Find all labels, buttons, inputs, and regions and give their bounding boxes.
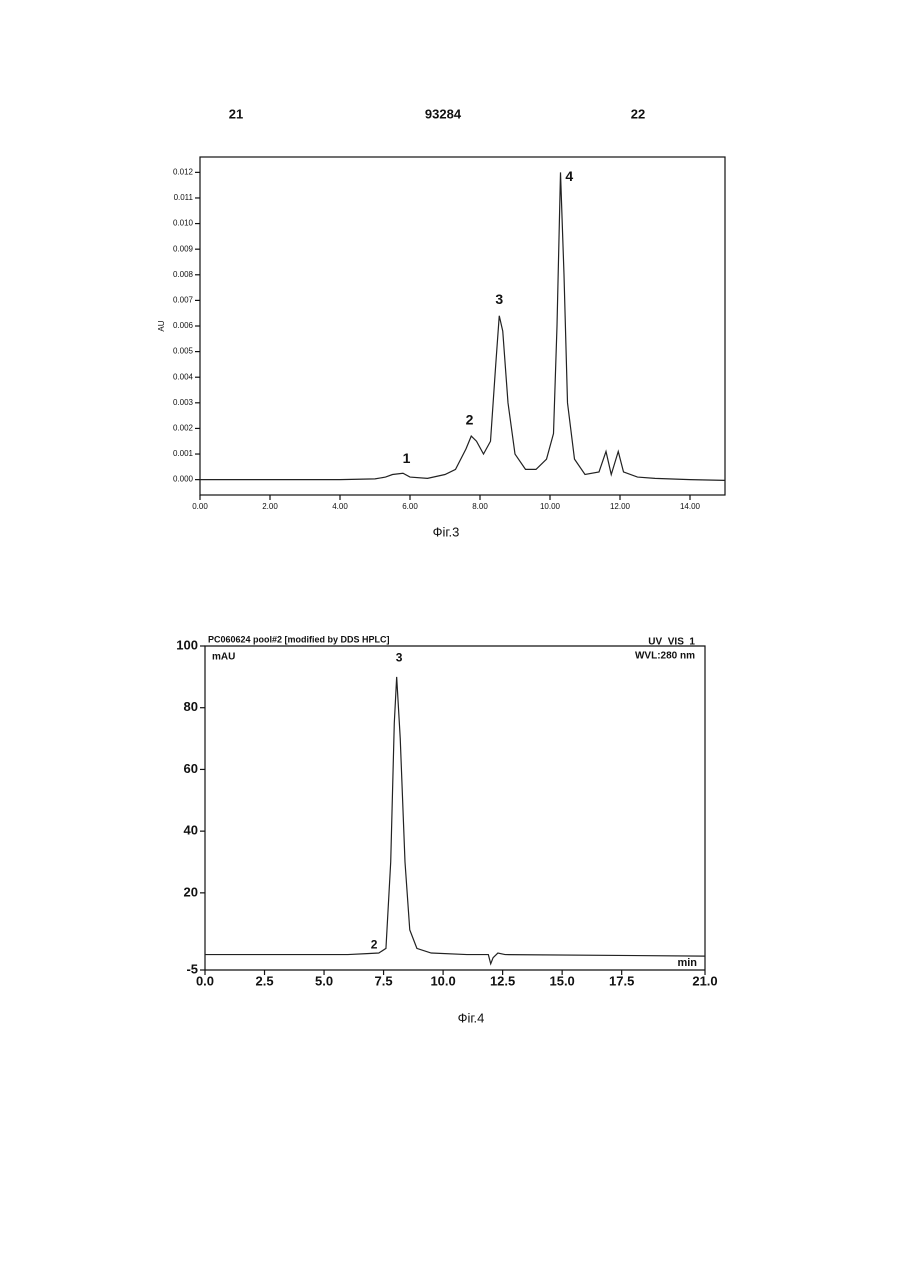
x-tick-label: 2.00 [262, 502, 278, 511]
y-tick-label: 80 [184, 699, 198, 714]
x-tick-label: 21.0 [692, 973, 717, 988]
y-tick-label: 0.005 [173, 347, 194, 356]
patent-number: 93284 [425, 106, 462, 121]
y-tick-label: 0.006 [173, 321, 194, 330]
y-tick-label: 40 [184, 823, 198, 838]
plot-frame [205, 646, 705, 970]
peak-label: 2 [466, 411, 474, 427]
peak-label: 3 [396, 651, 403, 665]
page: 21 93284 22 0.002.004.006.008.0010.0012.… [0, 0, 901, 1273]
x-tick-label: 10.0 [430, 973, 455, 988]
x-tick-label: 4.00 [332, 502, 348, 511]
y-tick-label: 60 [184, 761, 198, 776]
page-number-left: 21 [229, 106, 243, 121]
y-tick-label: 100 [176, 637, 198, 652]
y-tick-label: 0.009 [173, 244, 194, 253]
x-tick-label: 12.00 [610, 502, 631, 511]
x-tick-label: 8.00 [472, 502, 488, 511]
y-tick-label: 0.011 [174, 193, 194, 202]
y-tick-label: 0.001 [173, 449, 194, 458]
peak-label: 2 [371, 937, 378, 951]
x-tick-label: 12.5 [490, 973, 515, 988]
y-tick-label: 0.000 [173, 475, 194, 484]
page-number-right: 22 [631, 106, 645, 121]
x-tick-label: 0.00 [192, 502, 208, 511]
x-tick-label: 10.00 [540, 502, 561, 511]
x-tick-label: 2.5 [255, 973, 273, 988]
peak-label: 4 [565, 168, 573, 184]
x-tick-label: 7.5 [375, 973, 393, 988]
chart-fig3: 0.00 2.00 4.00 6.00 8.00 10.00 12.00 14.00 0.000… [157, 157, 725, 539]
channel: UV_VIS_1 [648, 637, 695, 648]
x-axis-label: min [677, 957, 697, 969]
y-tick-label: 0.003 [173, 398, 194, 407]
wavelength: WVL:280 nm [635, 651, 695, 662]
chromatogram-line [205, 677, 705, 964]
x-tick-label: 17.5 [609, 973, 634, 988]
x-tick-label: 6.00 [402, 502, 418, 511]
y-unit: mAU [212, 652, 235, 663]
peak-label: 3 [495, 291, 503, 307]
x-tick-label: 0.0 [196, 973, 214, 988]
y-tick-label: 0.010 [173, 219, 194, 228]
y-tick-label: 0.004 [173, 372, 194, 381]
caption: Фіг.4 [458, 1010, 485, 1025]
plot-frame [200, 157, 725, 495]
chromatogram-line [200, 172, 725, 480]
y-tick-label: -5 [186, 961, 198, 976]
y-axis-label: AU [157, 320, 166, 331]
chart-fig4: 0.0 2.5 5.0 7.5 10.0 12.5 15.0 17.5 21.0 -5 20 40 60… [176, 634, 717, 1025]
chart-title: PC060624 pool#2 [modified by DDS HPLC] [208, 634, 390, 644]
x-tick-label: 14.00 [680, 502, 701, 511]
y-tick-label: 0.002 [173, 424, 194, 433]
y-tick-label: 20 [184, 884, 198, 899]
y-tick-label: 0.008 [173, 270, 194, 279]
y-tick-label: 0.007 [173, 296, 194, 305]
x-tick-label: 5.0 [315, 973, 333, 988]
caption: Фіг.3 [433, 524, 460, 539]
peak-label: 1 [403, 450, 411, 466]
x-tick-label: 15.0 [549, 973, 574, 988]
y-tick-label: 0.012 [173, 167, 194, 176]
